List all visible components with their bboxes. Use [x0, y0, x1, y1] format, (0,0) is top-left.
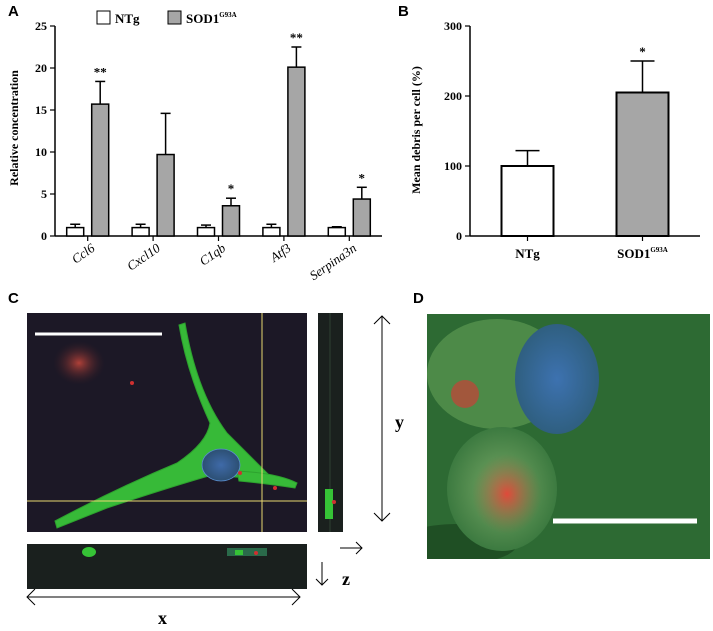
panel-b-ytick-label: 200	[444, 89, 462, 103]
panel-d-letter: D	[413, 290, 424, 307]
panel-a-category-label: Atf3	[266, 240, 294, 266]
panel-b-letter: B	[398, 3, 409, 20]
panel-b-bar	[615, 91, 670, 237]
panel-b-category-label: NTg	[515, 246, 540, 261]
panel-b-category-label: SOD1G93A	[617, 246, 668, 261]
panel-a-category-label: Ccl6	[69, 240, 98, 267]
panel-c-xy-image	[27, 313, 307, 532]
panel-a-ytick-label: 25	[35, 19, 47, 33]
panel-b-ylabel: Mean debris per cell (%)	[409, 66, 423, 194]
panel-a-bar-sod1	[156, 153, 175, 237]
panel-a-ytick-label: 0	[41, 229, 47, 243]
legend-sod1-label: SOD1G93A	[186, 11, 237, 26]
panel-a-bar-ntg	[327, 226, 347, 237]
legend-sod1-superscript: G93A	[219, 11, 237, 19]
panel-b-bar-chart: Mean debris per cell (%) 0 100 200 300 NTg SO…	[409, 19, 700, 261]
panel-d-image	[427, 314, 710, 559]
legend-ntg-swatch	[96, 10, 111, 25]
axis-x-label: x	[158, 608, 167, 628]
panel-c-letter: C	[8, 290, 19, 307]
panel-a-category-label: C1qb	[197, 240, 229, 269]
panel-a-bar-sod1	[221, 205, 241, 237]
panel-b-bar	[500, 165, 555, 237]
panel-a-bar-ntg	[65, 226, 85, 237]
nucleus-d	[515, 324, 599, 434]
axis-z-label: z	[342, 569, 350, 589]
legend-sod1-swatch	[167, 10, 182, 25]
panel-a-bar-sod1	[287, 66, 306, 237]
panel-b-ytick-label: 100	[444, 159, 462, 173]
panel-c-xy-svg	[27, 313, 307, 532]
panel-c-yz-image	[318, 313, 343, 532]
panel-a-bar-ntg	[131, 226, 150, 237]
panel-a-bar-sod1	[90, 103, 110, 237]
panel-a-ytick-label: 15	[35, 103, 47, 117]
panel-a-legend: NTg SOD1G93A	[96, 10, 237, 26]
panel-a-bar-ntg	[262, 226, 281, 237]
red-debris	[472, 454, 542, 534]
panel-a-ylabel: Relative concentration	[7, 70, 21, 186]
panel-a-bar-chart: Relative concentration NTg SOD1G93A 0 5 10…	[7, 10, 382, 283]
nucleus	[201, 448, 241, 482]
legend-ntg-label: NTg	[115, 11, 140, 26]
panel-a-category-label: Cxcl10	[124, 240, 163, 274]
panel-a-letter: A	[8, 3, 19, 20]
panel-b-significance: *	[639, 44, 646, 59]
panel-a-category-label: Serpina3n	[307, 240, 359, 283]
red-debris-blob	[53, 341, 105, 385]
panel-a-significance: **	[94, 64, 107, 79]
panel-c-xz-image	[27, 544, 307, 589]
axis-y-label: y	[395, 412, 404, 432]
panel-b-ytick-label: 0	[456, 229, 462, 243]
panel-a-bar-ntg	[196, 226, 216, 237]
panel-a-significance: **	[290, 30, 303, 45]
panel-a-bar-sod1	[352, 198, 372, 237]
panel-a-ytick-label: 20	[35, 61, 47, 75]
panel-a-significance: *	[228, 181, 235, 196]
panel-a-ytick-label: 5	[41, 187, 47, 201]
panel-b-ytick-label: 300	[444, 19, 462, 33]
panel-a-ytick-label: 10	[35, 145, 47, 159]
panel-a-significance: *	[359, 170, 366, 185]
